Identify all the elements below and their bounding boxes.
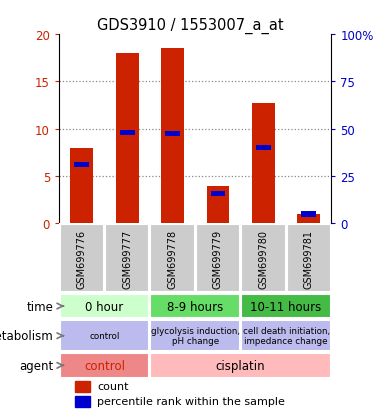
FancyBboxPatch shape — [150, 320, 240, 351]
Text: metabolism: metabolism — [0, 330, 54, 342]
FancyBboxPatch shape — [241, 294, 331, 319]
FancyBboxPatch shape — [150, 353, 331, 378]
Text: glycolysis induction,
pH change: glycolysis induction, pH change — [151, 326, 240, 346]
Text: GSM699779: GSM699779 — [213, 229, 223, 288]
Bar — [116, 54, 139, 224]
Text: agent: agent — [19, 359, 54, 372]
FancyBboxPatch shape — [150, 294, 240, 319]
FancyBboxPatch shape — [59, 225, 104, 292]
Text: GDS3910 / 1553007_a_at: GDS3910 / 1553007_a_at — [97, 17, 284, 33]
Text: control: control — [84, 359, 125, 372]
Text: count: count — [97, 382, 129, 392]
Text: GSM699777: GSM699777 — [122, 229, 132, 288]
Bar — [298, 214, 320, 224]
FancyBboxPatch shape — [59, 353, 149, 378]
FancyBboxPatch shape — [105, 225, 149, 292]
Bar — [207, 186, 229, 224]
Bar — [70, 148, 93, 224]
Text: GSM699781: GSM699781 — [304, 229, 314, 288]
Bar — [75, 381, 90, 392]
Text: cisplatin: cisplatin — [216, 359, 266, 372]
FancyBboxPatch shape — [196, 225, 240, 292]
Bar — [74, 163, 89, 168]
Bar — [301, 212, 316, 217]
Text: GSM699778: GSM699778 — [168, 229, 178, 288]
Bar — [161, 49, 184, 224]
Text: GSM699780: GSM699780 — [258, 229, 268, 288]
Bar — [165, 132, 180, 137]
Text: cell death initiation,
impedance change: cell death initiation, impedance change — [242, 326, 330, 346]
Bar — [211, 191, 225, 196]
Text: percentile rank within the sample: percentile rank within the sample — [97, 396, 285, 406]
FancyBboxPatch shape — [59, 294, 149, 319]
Text: 8-9 hours: 8-9 hours — [167, 300, 223, 313]
Text: 10-11 hours: 10-11 hours — [250, 300, 322, 313]
FancyBboxPatch shape — [59, 320, 149, 351]
FancyBboxPatch shape — [241, 320, 331, 351]
FancyBboxPatch shape — [287, 225, 331, 292]
FancyBboxPatch shape — [150, 225, 195, 292]
Text: GSM699776: GSM699776 — [77, 229, 87, 288]
Bar — [75, 396, 90, 407]
FancyBboxPatch shape — [241, 225, 286, 292]
Text: time: time — [27, 300, 54, 313]
Text: control: control — [89, 331, 120, 340]
Text: 0 hour: 0 hour — [85, 300, 123, 313]
Bar — [120, 131, 134, 136]
Bar — [256, 146, 271, 151]
Bar — [252, 104, 275, 224]
